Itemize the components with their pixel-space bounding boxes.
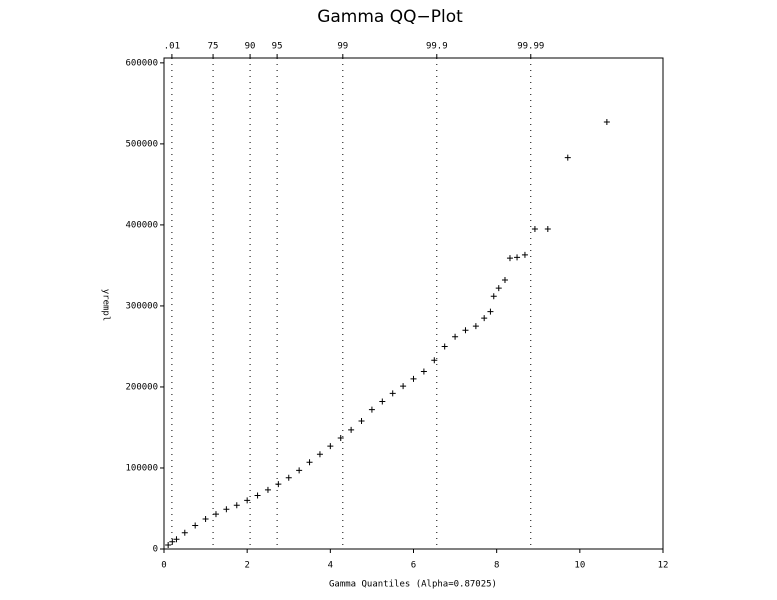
point: [531, 225, 538, 232]
point: [410, 375, 417, 382]
x-tick-label: 10: [574, 561, 585, 571]
point: [490, 293, 497, 300]
point: [223, 506, 230, 513]
point: [192, 522, 199, 529]
point: [358, 417, 365, 424]
y-tick-label: 0: [153, 545, 158, 555]
point: [316, 451, 323, 458]
x-tick-label: 0: [161, 561, 166, 571]
top-tick-label: 90: [245, 42, 256, 52]
point: [169, 538, 176, 545]
point: [487, 308, 494, 315]
top-tick-label: 99.99: [517, 42, 544, 52]
point: [165, 541, 172, 548]
top-tick-label: 75: [208, 42, 219, 52]
y-axis-label: yrempl: [101, 289, 111, 322]
point: [181, 529, 188, 536]
point: [161, 546, 167, 552]
point: [431, 357, 438, 364]
point: [348, 426, 355, 433]
point: [389, 390, 396, 397]
top-tick-label: 95: [272, 42, 283, 52]
x-tick-label: 2: [244, 561, 249, 571]
point: [337, 434, 344, 441]
point: [564, 154, 571, 161]
top-tick-label: 99: [337, 42, 348, 52]
point: [514, 254, 521, 261]
point: [400, 383, 407, 390]
point: [379, 398, 386, 405]
point: [472, 323, 479, 330]
y-tick-label: 300000: [125, 301, 158, 311]
point: [212, 511, 219, 518]
point: [544, 225, 551, 232]
x-axis-label: Gamma Quantiles (Alpha=0.87025): [329, 580, 497, 590]
point: [264, 486, 271, 493]
top-tick-label: 99.9: [426, 42, 448, 52]
point: [254, 492, 261, 499]
point: [495, 285, 502, 292]
point: [420, 368, 427, 375]
x-tick-label: 12: [658, 561, 669, 571]
y-tick-label: 500000: [125, 139, 158, 149]
point: [233, 502, 240, 509]
x-tick-label: 4: [328, 561, 333, 571]
point: [202, 516, 209, 523]
point: [462, 327, 469, 334]
point: [296, 467, 303, 474]
point: [285, 474, 292, 481]
point: [481, 315, 488, 322]
point: [327, 443, 334, 450]
point: [275, 481, 282, 488]
y-tick-label: 200000: [125, 382, 158, 392]
point: [603, 119, 610, 126]
y-tick-label: 400000: [125, 220, 158, 230]
point: [368, 406, 375, 413]
x-tick-label: 8: [494, 561, 499, 571]
point: [441, 343, 448, 350]
y-tick-label: 100000: [125, 463, 158, 473]
top-tick-label: .01: [164, 42, 180, 52]
chart-title: Gamma QQ−Plot: [317, 7, 463, 27]
point: [244, 497, 251, 504]
point: [521, 251, 528, 258]
plot-frame: [163, 57, 664, 550]
point: [173, 536, 180, 543]
point: [306, 459, 313, 466]
point: [506, 255, 513, 262]
y-tick-label: 600000: [125, 58, 158, 68]
point: [452, 333, 459, 340]
point: [501, 277, 508, 284]
x-tick-label: 6: [411, 561, 416, 571]
